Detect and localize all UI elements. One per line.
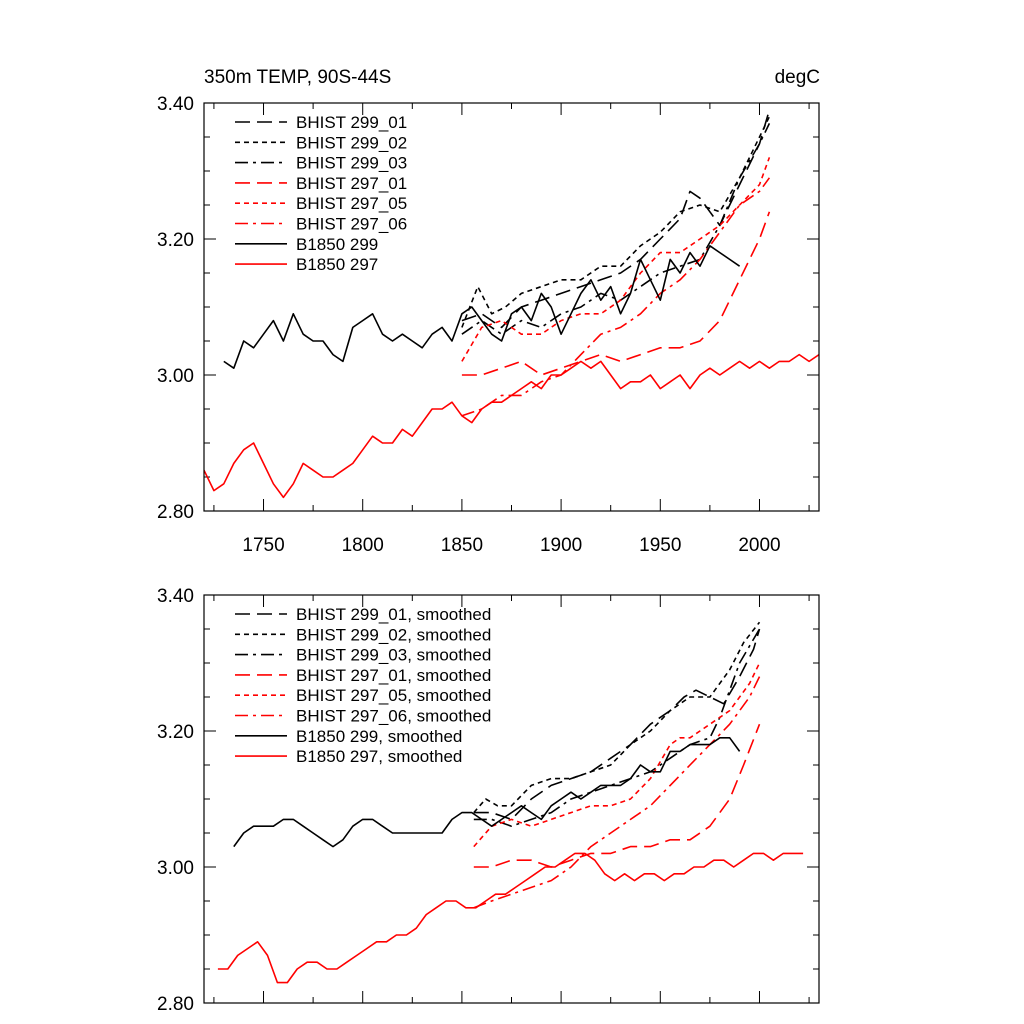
legend-label: BHIST 299_03	[296, 154, 407, 173]
legend-label: B1850 297	[296, 255, 378, 274]
series-line-2	[473, 621, 761, 814]
legend-label: B1850 297, smoothed	[296, 747, 462, 766]
x-tick-label: 1750	[242, 535, 284, 556]
legend-label: BHIST 297_01, smoothed	[296, 666, 491, 685]
y-tick-label: 3.20	[157, 722, 194, 743]
series-line-8	[217, 852, 804, 984]
chart-title: 350m TEMP, 90S-44S	[204, 67, 391, 88]
series-line-4	[473, 723, 761, 868]
series-line-1	[461, 109, 771, 329]
y-tick-label: 3.20	[157, 230, 194, 251]
series-line-3	[473, 628, 761, 828]
plot-frame	[203, 594, 820, 1004]
series-line-1	[473, 628, 761, 821]
series-line-5	[461, 157, 771, 362]
series-lines	[217, 621, 804, 984]
y-tick-label: 3.00	[157, 858, 194, 879]
plot-frame	[203, 102, 820, 512]
series-line-6	[473, 676, 761, 909]
series-line-7	[233, 736, 741, 848]
series-line-5	[473, 662, 761, 848]
y-tick-label: 3.00	[157, 366, 194, 387]
legend-label: BHIST 299_02, smoothed	[296, 625, 491, 644]
y-tick-label: 2.80	[157, 502, 194, 523]
series-line-2	[461, 116, 771, 328]
legend-label: BHIST 297_06, smoothed	[296, 707, 491, 726]
y-tick-label: 2.80	[157, 994, 194, 1015]
x-tick-label: 2000	[738, 535, 780, 556]
y-tick-label: 3.40	[157, 94, 194, 115]
legend-label: BHIST 297_06	[296, 215, 407, 234]
legend-label: B1850 299	[296, 235, 378, 254]
x-tick-label: 1950	[639, 535, 681, 556]
x-tick-label: 1850	[441, 535, 483, 556]
y-tick-label: 3.40	[157, 586, 194, 607]
legend-label: BHIST 297_05	[296, 194, 407, 213]
x-tick-label: 1900	[540, 535, 582, 556]
series-line-3	[461, 123, 771, 336]
legend-label: BHIST 299_01	[296, 113, 407, 132]
series-line-7	[223, 245, 741, 370]
legend-label: BHIST 297_05, smoothed	[296, 686, 491, 705]
top-panel-raw: 2.80 3.00 3.20 3.40 1750 1800 1850 1900 1950 2000…	[157, 94, 820, 556]
x-tick-label: 1800	[342, 535, 384, 556]
legend-label: B1850 299, smoothed	[296, 727, 462, 746]
series-line-8	[204, 353, 819, 499]
series-lines	[204, 109, 819, 499]
legend-label: BHIST 297_01	[296, 174, 407, 193]
legend-label: BHIST 299_03, smoothed	[296, 646, 491, 665]
units-label: degC	[775, 67, 820, 88]
legend-label: BHIST 299_01, smoothed	[296, 605, 491, 624]
series-line-6	[461, 177, 771, 417]
series-line-4	[461, 211, 771, 376]
legend-label: BHIST 299_02	[296, 133, 407, 152]
